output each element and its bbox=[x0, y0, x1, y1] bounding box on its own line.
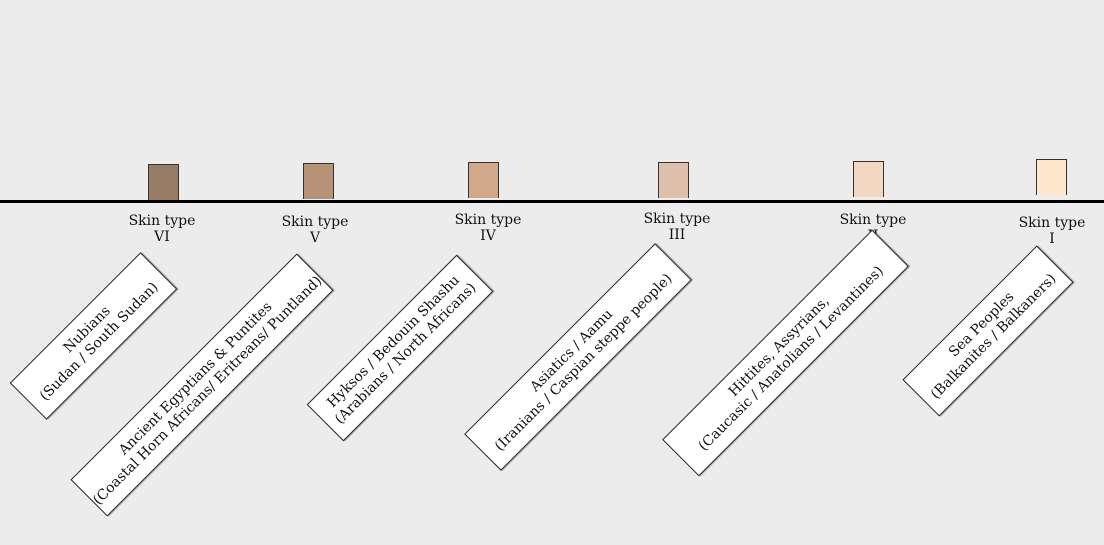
tag-asiatics: Asiatics / Aamu (Iranians / Caspian step… bbox=[464, 243, 692, 471]
tag-title: Hyksos / Bedouin Shashu bbox=[324, 272, 463, 411]
label-text: Skin type bbox=[1018, 215, 1086, 231]
label-numeral: V bbox=[309, 230, 321, 246]
tag-title: Sea Peoples bbox=[945, 288, 1018, 361]
tag-hittites: Hittites, Assyrians, (Caucasic / Anatoli… bbox=[662, 229, 909, 477]
timeline-axis bbox=[0, 200, 1104, 203]
swatch-skin-type-vi bbox=[148, 164, 179, 200]
tag-subtitle: (Caucasic / Anatolians / Levantines) bbox=[695, 263, 887, 455]
label-skin-type-i: Skin type I bbox=[1007, 215, 1097, 247]
tag-title: Nubians bbox=[60, 303, 114, 357]
tag-subtitle: (Balkanites / Balkaners) bbox=[927, 270, 1060, 403]
tag-subtitle: (Iranians / Caspian steppe people) bbox=[491, 270, 676, 455]
label-text: Skin type bbox=[281, 214, 349, 230]
tag-subtitle: (Arabians / North Africans) bbox=[331, 279, 480, 428]
tag-hyksos: Hyksos / Bedouin Shashu (Arabians / Nort… bbox=[306, 254, 494, 442]
swatch-skin-type-iii bbox=[658, 162, 689, 198]
swatch-skin-type-iv bbox=[468, 162, 499, 198]
swatch-skin-type-v bbox=[303, 163, 334, 199]
swatch-skin-type-i bbox=[1036, 159, 1067, 195]
label-numeral: III bbox=[668, 227, 686, 243]
label-skin-type-iv: Skin type IV bbox=[443, 212, 533, 244]
label-text: Skin type bbox=[643, 211, 711, 227]
label-text: Skin type bbox=[454, 212, 522, 228]
label-numeral: IV bbox=[480, 228, 496, 244]
tag-sea-peoples: Sea Peoples (Balkanites / Balkaners) bbox=[902, 245, 1074, 417]
label-skin-type-v: Skin type V bbox=[270, 214, 360, 246]
swatch-skin-type-ii bbox=[853, 161, 884, 197]
label-skin-type-vi: Skin type VI bbox=[117, 213, 207, 245]
label-skin-type-iii: Skin type III bbox=[632, 211, 722, 243]
label-text: Skin type bbox=[128, 213, 196, 229]
tag-nubians: Nubians (Sudan / South Sudan) bbox=[9, 252, 178, 420]
label-text: Skin type bbox=[839, 212, 907, 228]
tag-title: Asiatics / Aamu bbox=[527, 306, 617, 396]
label-numeral: I bbox=[1049, 231, 1055, 247]
tag-subtitle: (Sudan / South Sudan) bbox=[36, 279, 162, 405]
label-numeral: VI bbox=[154, 229, 170, 245]
tag-title: Hittites, Assyrians, bbox=[725, 293, 833, 401]
